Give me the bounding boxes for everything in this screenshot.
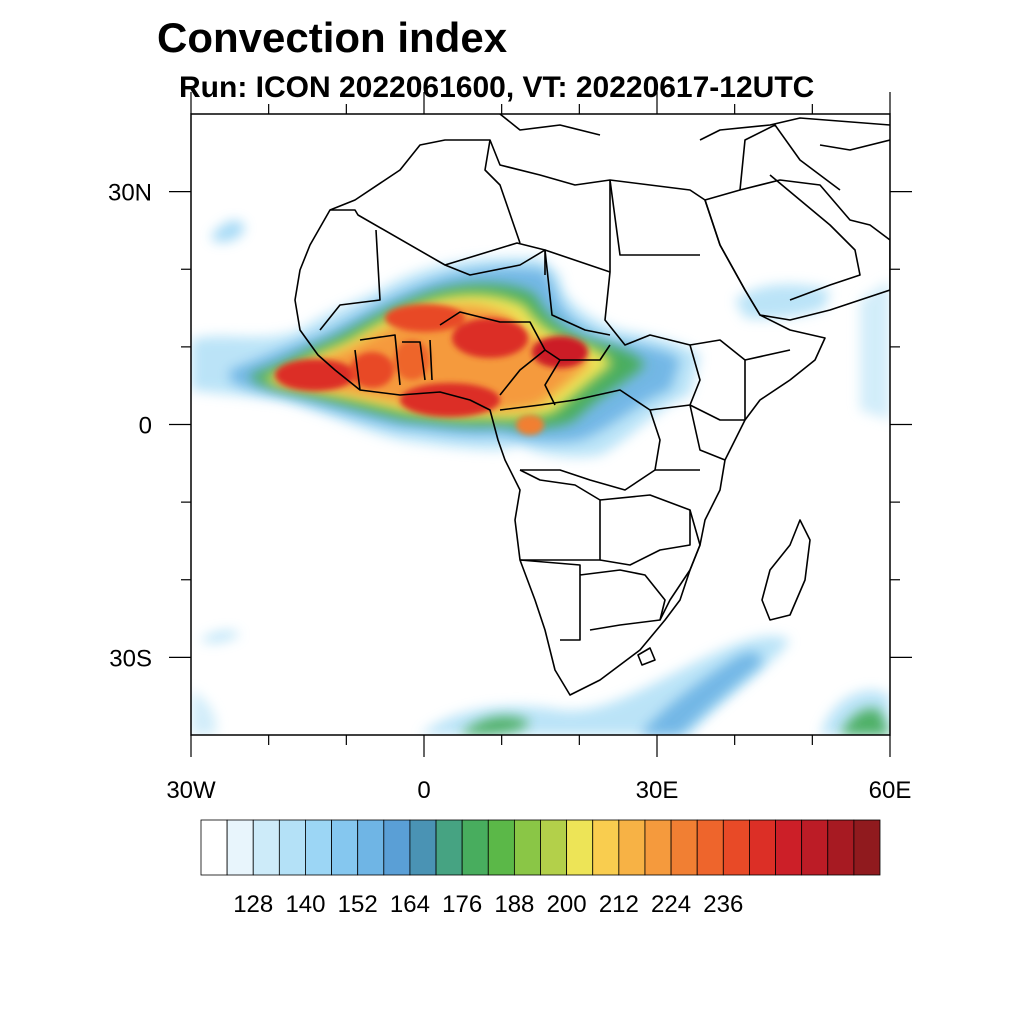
convection-core-guinea-coast — [275, 359, 355, 391]
colorbar-swatch — [853, 819, 881, 876]
colorbar-swatch — [357, 819, 385, 876]
colorbar-swatch — [644, 819, 672, 876]
convection-core-sahel — [385, 304, 465, 332]
axis-tick-labels: 30W 0 30E 60E 30N 0 30S — [108, 180, 911, 804]
colorbar-label: 212 — [599, 891, 639, 918]
convection-core-nigeria — [452, 318, 528, 358]
colorbar-label: 128 — [233, 891, 273, 918]
colorbar-swatch — [200, 819, 228, 876]
colorbar-swatch — [592, 819, 620, 876]
colorbar-swatch — [827, 819, 855, 876]
axis-ticks — [169, 92, 912, 757]
chart-title: Convection index — [157, 14, 508, 61]
colorbar-label: 152 — [338, 891, 378, 918]
y-tick-label: 30N — [108, 180, 152, 207]
border-zambia-zimbabwe — [599, 494, 691, 566]
border-lesotho — [637, 647, 656, 666]
border-angola — [519, 469, 601, 561]
colorbar-label: 224 — [651, 891, 691, 918]
x-tick-label: 60E — [869, 777, 912, 804]
colorbar-swatch — [566, 819, 594, 876]
colorbar-swatch — [252, 819, 280, 876]
border-saudi — [739, 124, 861, 301]
colorbar-labels: 128 140 152 164 176 188 200 212 224 236 — [233, 891, 743, 918]
convection-core-ivory-coast — [350, 352, 394, 388]
convection-area-sw-small — [200, 630, 240, 643]
colorbar-label: 188 — [494, 891, 534, 918]
colorbar-swatch — [435, 819, 463, 876]
colorbar-swatch — [670, 819, 698, 876]
border-sudan — [604, 180, 691, 346]
colorbar-swatch — [722, 819, 750, 876]
convection-core-congo — [516, 415, 544, 435]
border-chad — [544, 249, 611, 336]
convection-area-south-coast — [460, 716, 530, 735]
convection-area-south-atlantic-mid — [640, 652, 762, 735]
colorbar-swatch — [383, 819, 411, 876]
convection-area-arabia — [735, 284, 830, 319]
colorbar-swatch — [618, 819, 646, 876]
colorbar-swatch — [409, 819, 437, 876]
colorbar-swatch — [278, 819, 306, 876]
colorbar-label: 176 — [442, 891, 482, 918]
y-tick-label: 30S — [109, 645, 152, 672]
colorbar-swatch — [696, 819, 724, 876]
border-ghana-togo — [402, 339, 433, 381]
convection-area-se-indian-mid — [840, 708, 890, 735]
chart-subtitle: Run: ICON 2022061600, VT: 20220617-12UTC — [179, 71, 815, 104]
colorbar-label: 236 — [703, 891, 743, 918]
colorbar-swatch — [801, 819, 829, 876]
colorbar-swatch — [540, 819, 568, 876]
colorbar-swatch — [226, 819, 254, 876]
border-ethiopia-somalia — [689, 339, 791, 420]
convection-core-gulf-of-guinea — [400, 383, 500, 417]
colorbar-label: 164 — [390, 891, 430, 918]
convection-area-canaries — [212, 220, 245, 242]
border-egypt-libya — [609, 179, 700, 256]
border-east-africa — [649, 344, 745, 471]
border-niger — [444, 249, 546, 276]
border-iran — [819, 139, 890, 151]
border-ivory-coast — [354, 334, 401, 391]
convection-area-sw-atlantic — [191, 690, 217, 735]
border-nigeria — [439, 311, 546, 396]
convection-area-east-ocean — [860, 280, 890, 420]
madagascar — [761, 519, 811, 621]
colorbar-swatch — [331, 819, 359, 876]
y-tick-label: 0 — [139, 413, 152, 440]
colorbar-label: 200 — [547, 891, 587, 918]
country-borders — [294, 114, 890, 696]
colorbar-swatch — [749, 819, 776, 876]
border-mozambique — [659, 509, 701, 621]
colorbar-swatch — [775, 819, 803, 876]
colorbar — [200, 819, 881, 876]
colorbar-swatch — [487, 819, 515, 876]
border-mediterranean-north — [499, 114, 890, 141]
arabian-peninsula — [704, 179, 890, 321]
border-cameroon-car — [544, 344, 611, 406]
x-tick-label: 30E — [636, 777, 679, 804]
border-namibia-botswana — [519, 559, 666, 641]
colorbar-swatch — [305, 819, 332, 876]
colorbar-label: 140 — [285, 891, 325, 918]
x-tick-label: 30W — [166, 777, 216, 804]
border-mali — [319, 229, 381, 331]
border-drc — [499, 389, 661, 491]
border-algeria-libya — [484, 139, 521, 244]
x-tick-label: 0 — [417, 777, 430, 804]
colorbar-swatch — [513, 819, 541, 876]
colorbar-swatch — [461, 819, 489, 876]
